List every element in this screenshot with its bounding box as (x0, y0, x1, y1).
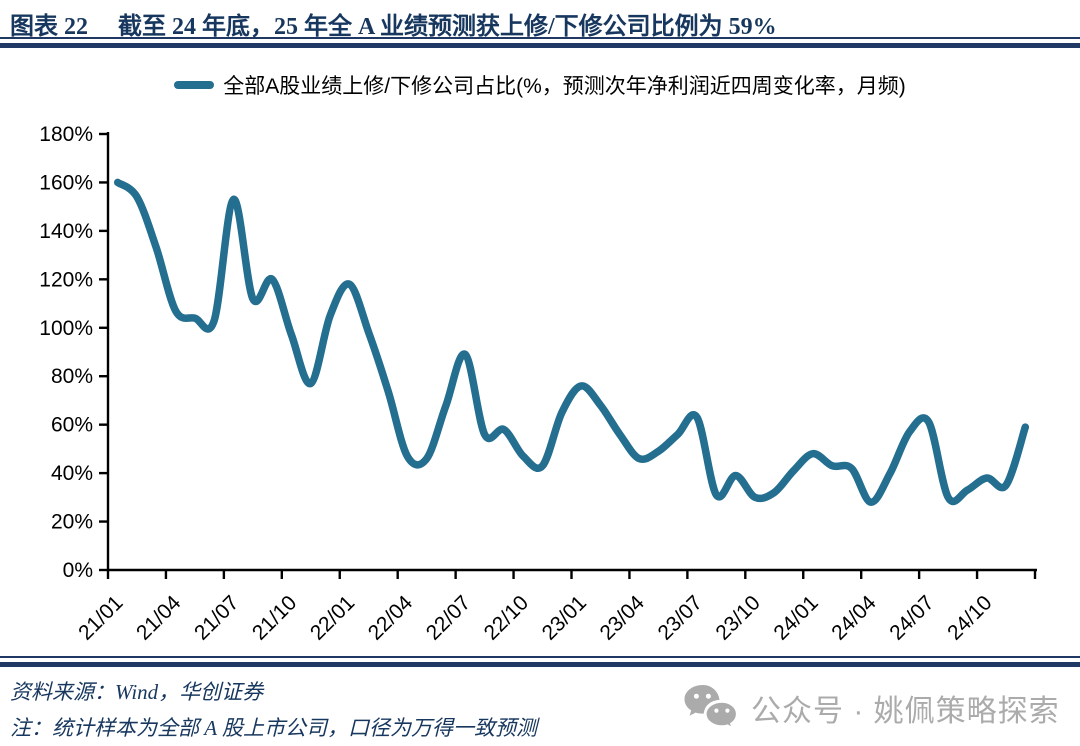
x-tick-label: 21/07 (190, 591, 243, 644)
chart-legend: 全部A股业绩上修/下修公司占比(%，预测次年净利润近四周变化率，月频) (0, 70, 1080, 100)
title-rule (0, 37, 1080, 48)
watermark: 公众号 · 姚佩策略探索 (683, 684, 1060, 732)
footer-rule (0, 656, 1080, 667)
x-tick-label: 22/10 (480, 591, 533, 644)
x-tick-label: 24/07 (885, 591, 938, 644)
y-tick-label: 40% (51, 462, 93, 485)
y-tick-label: 160% (39, 171, 93, 194)
x-tick-label: 23/04 (596, 591, 650, 645)
wechat-icon (684, 685, 739, 731)
series-line (113, 178, 1030, 506)
x-tick-label: 22/04 (364, 591, 418, 645)
x-tick-label: 21/04 (132, 591, 186, 645)
x-tick-label: 23/01 (538, 591, 591, 644)
legend-line-marker (174, 81, 215, 89)
x-tick-label: 21/01 (74, 591, 127, 644)
x-tick-label: 21/10 (248, 591, 301, 644)
x-tick-label: 23/07 (653, 591, 706, 644)
y-tick-label: 180% (39, 123, 93, 146)
legend-label: 全部A股业绩上修/下修公司占比(%，预测次年净利润近四周变化率，月频) (223, 75, 906, 98)
y-tick-label: 60% (51, 414, 93, 437)
watermark-text: 公众号 · 姚佩策略探索 (751, 695, 1060, 728)
y-tick-label: 100% (39, 317, 93, 340)
y-tick-label: 120% (39, 268, 93, 291)
x-tick-label: 22/07 (422, 591, 475, 644)
y-tick-label: 80% (51, 365, 93, 388)
x-tick-label: 24/10 (943, 591, 996, 644)
note-line: 注：统计样本为全部 A 股上市公司，口径为万得一致预测 (10, 716, 537, 740)
y-tick-label: 20% (51, 511, 93, 534)
source-line: 资料来源：Wind，华创证券 (10, 680, 264, 704)
x-tick-label: 24/01 (769, 591, 822, 644)
x-tick-label: 24/04 (827, 591, 881, 645)
x-tick-label: 23/10 (711, 591, 764, 644)
figure-number: 图表 22 (10, 14, 88, 40)
x-tick-label: 22/01 (306, 591, 359, 644)
y-tick-label: 140% (39, 220, 93, 243)
line-chart: 0%20%40%60%80%100%120%140%160%180%21/01 2… (39, 123, 1037, 645)
figure-title-text: 截至 24 年底，25 年全 A 业绩预测获上修/下修公司比例为 59% (118, 14, 777, 40)
figure-title: 图表 22 截至 24 年底，25 年全 A 业绩预测获上修/下修公司比例为 59… (10, 6, 1070, 41)
y-tick-label: 0% (63, 559, 93, 582)
